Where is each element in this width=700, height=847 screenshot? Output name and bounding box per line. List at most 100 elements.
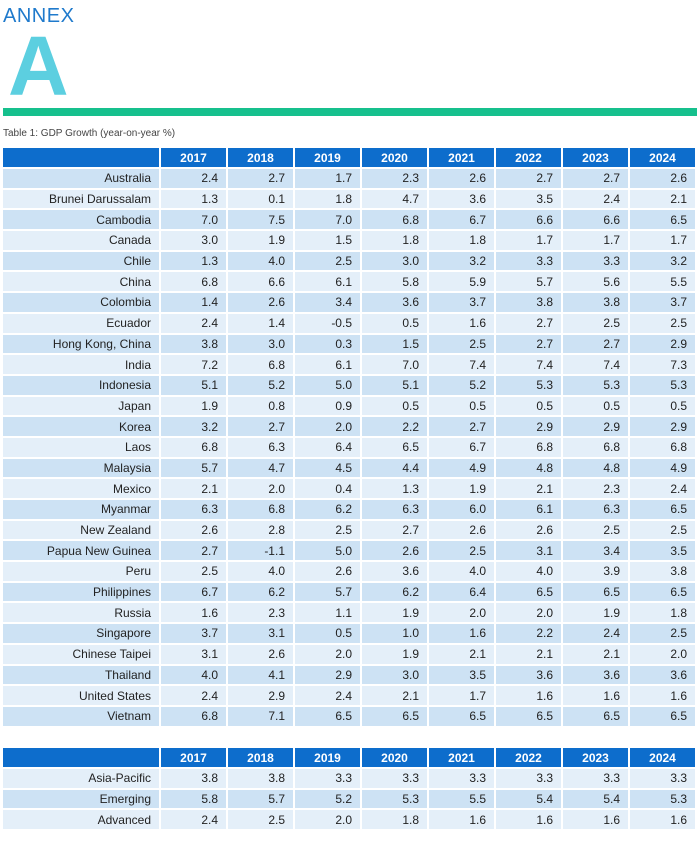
value-cell: 2.7 bbox=[496, 334, 561, 354]
value-cell: 6.2 bbox=[228, 582, 293, 602]
value-cell: 3.6 bbox=[362, 562, 427, 581]
value-cell: 0.9 bbox=[295, 396, 360, 416]
value-cell: 6.5 bbox=[630, 500, 695, 519]
value-cell: 5.2 bbox=[228, 375, 293, 395]
value-cell: 6.5 bbox=[563, 706, 628, 726]
value-cell: 1.8 bbox=[429, 231, 494, 250]
value-cell: 2.7 bbox=[429, 417, 494, 436]
value-cell: 3.4 bbox=[295, 293, 360, 312]
value-cell: 1.7 bbox=[295, 169, 360, 188]
value-cell: 3.8 bbox=[161, 334, 226, 354]
year-header-2019: 2019 bbox=[295, 148, 360, 167]
value-cell: 7.0 bbox=[161, 210, 226, 230]
year-header-2018: 2018 bbox=[228, 748, 293, 767]
value-cell: 2.4 bbox=[161, 313, 226, 333]
value-cell: 2.5 bbox=[429, 334, 494, 354]
value-cell: 4.4 bbox=[362, 458, 427, 478]
value-cell: 0.5 bbox=[630, 396, 695, 416]
value-cell: 1.6 bbox=[630, 810, 695, 830]
value-cell: 6.7 bbox=[429, 210, 494, 230]
value-cell: 2.4 bbox=[161, 686, 226, 705]
value-cell: 6.5 bbox=[630, 706, 695, 726]
row-label: Mexico bbox=[3, 479, 159, 498]
value-cell: 2.5 bbox=[295, 520, 360, 540]
value-cell: 1.6 bbox=[563, 686, 628, 705]
value-cell: 3.6 bbox=[630, 665, 695, 685]
value-cell: 0.5 bbox=[362, 313, 427, 333]
value-cell: 2.5 bbox=[630, 313, 695, 333]
row-label: Colombia bbox=[3, 293, 159, 312]
value-cell: 1.7 bbox=[429, 686, 494, 705]
row-label: Chile bbox=[3, 251, 159, 271]
row-label: United States bbox=[3, 686, 159, 705]
table-row: Laos 6.8 6.3 6.4 6.5 6.7 6.8 6.8 6.8 bbox=[3, 437, 695, 457]
year-header-2023: 2023 bbox=[563, 748, 628, 767]
value-cell: 1.6 bbox=[496, 686, 561, 705]
year-header-2022: 2022 bbox=[496, 748, 561, 767]
value-cell: 6.5 bbox=[429, 706, 494, 726]
value-cell: 1.9 bbox=[563, 603, 628, 623]
row-label: Hong Kong, China bbox=[3, 334, 159, 354]
value-cell: 3.8 bbox=[161, 769, 226, 788]
table-row: India 7.2 6.8 6.1 7.0 7.4 7.4 7.4 7.3 bbox=[3, 355, 695, 374]
value-cell: 7.4 bbox=[563, 355, 628, 374]
value-cell: 5.7 bbox=[496, 272, 561, 292]
value-cell: 4.9 bbox=[630, 458, 695, 478]
value-cell: 6.5 bbox=[630, 210, 695, 230]
table-row: China 6.8 6.6 6.1 5.8 5.9 5.7 5.6 5.5 bbox=[3, 272, 695, 292]
value-cell: 3.6 bbox=[429, 189, 494, 209]
table-row: Colombia 1.4 2.6 3.4 3.6 3.7 3.8 3.8 3.7 bbox=[3, 293, 695, 312]
row-label: Canada bbox=[3, 231, 159, 250]
value-cell: 4.5 bbox=[295, 458, 360, 478]
value-cell: 5.9 bbox=[429, 272, 494, 292]
table-row: Korea 3.2 2.7 2.0 2.2 2.7 2.9 2.9 2.9 bbox=[3, 417, 695, 436]
value-cell: 5.8 bbox=[362, 272, 427, 292]
table-row: Chinese Taipei 3.1 2.6 2.0 1.9 2.1 2.1 2.1 2.0 bbox=[3, 644, 695, 664]
value-cell: 1.4 bbox=[161, 293, 226, 312]
table-body: Asia-Pacific 3.8 3.8 3.3 3.3 3.3 3.3 3.3 3.3 Emer… bbox=[3, 769, 695, 830]
value-cell: 6.8 bbox=[228, 355, 293, 374]
value-cell: 6.3 bbox=[563, 500, 628, 519]
value-cell: 4.0 bbox=[429, 562, 494, 581]
value-cell: 6.8 bbox=[362, 210, 427, 230]
value-cell: 7.1 bbox=[228, 706, 293, 726]
value-cell: -1.1 bbox=[228, 541, 293, 561]
value-cell: 1.6 bbox=[429, 810, 494, 830]
table-row: Indonesia 5.1 5.2 5.0 5.1 5.2 5.3 5.3 5.3 bbox=[3, 375, 695, 395]
value-cell: 0.5 bbox=[496, 396, 561, 416]
value-cell: 2.7 bbox=[228, 417, 293, 436]
value-cell: 2.2 bbox=[362, 417, 427, 436]
value-cell: 1.7 bbox=[630, 231, 695, 250]
value-cell: 4.0 bbox=[161, 665, 226, 685]
value-cell: 3.8 bbox=[630, 562, 695, 581]
value-cell: 3.8 bbox=[496, 293, 561, 312]
value-cell: 1.9 bbox=[228, 231, 293, 250]
value-cell: 3.8 bbox=[563, 293, 628, 312]
value-cell: 6.6 bbox=[228, 272, 293, 292]
value-cell: 2.9 bbox=[630, 417, 695, 436]
row-label: Chinese Taipei bbox=[3, 644, 159, 664]
value-cell: 1.1 bbox=[295, 603, 360, 623]
value-cell: 6.1 bbox=[496, 500, 561, 519]
value-cell: 5.4 bbox=[563, 789, 628, 809]
value-cell: 2.0 bbox=[228, 479, 293, 498]
value-cell: 3.2 bbox=[429, 251, 494, 271]
value-cell: 6.5 bbox=[362, 437, 427, 457]
value-cell: 6.8 bbox=[630, 437, 695, 457]
value-cell: 0.3 bbox=[295, 334, 360, 354]
value-cell: 6.5 bbox=[362, 706, 427, 726]
value-cell: 6.3 bbox=[362, 500, 427, 519]
value-cell: 6.8 bbox=[161, 437, 226, 457]
value-cell: 2.1 bbox=[630, 189, 695, 209]
value-cell: 3.0 bbox=[362, 665, 427, 685]
value-cell: 2.1 bbox=[496, 644, 561, 664]
value-cell: 2.8 bbox=[228, 520, 293, 540]
value-cell: 5.5 bbox=[630, 272, 695, 292]
value-cell: 1.8 bbox=[362, 231, 427, 250]
value-cell: 2.7 bbox=[362, 520, 427, 540]
value-cell: 4.1 bbox=[228, 665, 293, 685]
table-row: Asia-Pacific 3.8 3.8 3.3 3.3 3.3 3.3 3.3 3.3 bbox=[3, 769, 695, 788]
value-cell: 5.2 bbox=[429, 375, 494, 395]
row-label: China bbox=[3, 272, 159, 292]
row-label: Russia bbox=[3, 603, 159, 623]
